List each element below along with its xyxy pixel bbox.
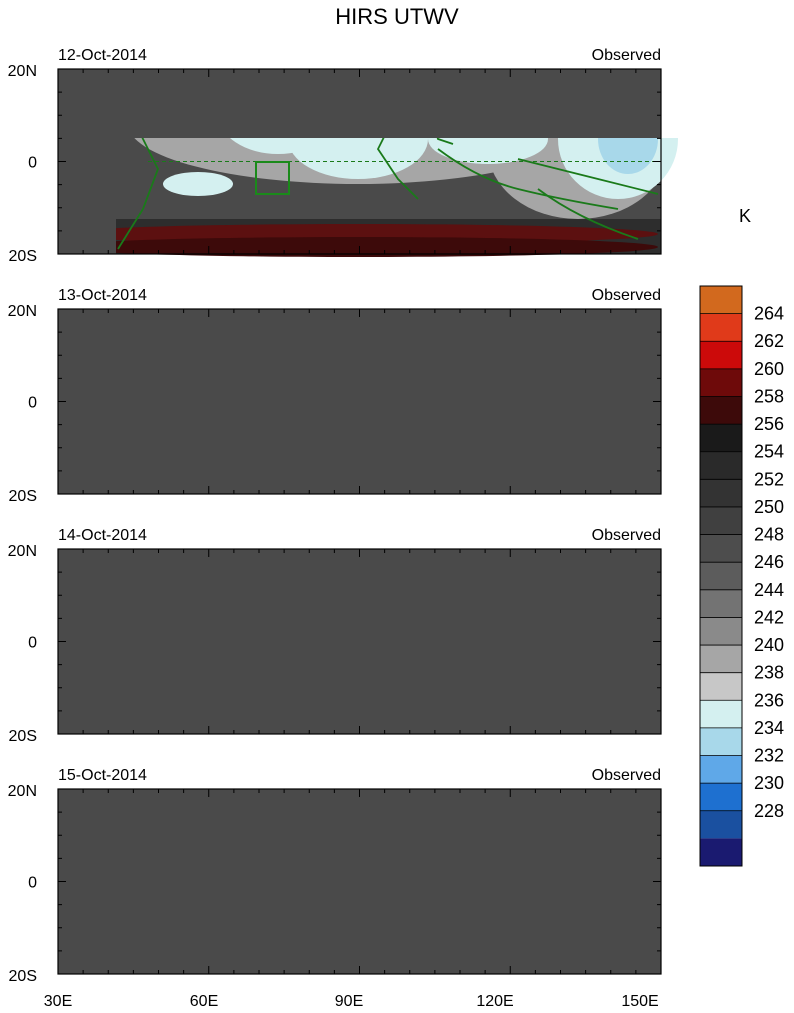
map-panel: 20N 0 20S 13-Oct-2014 Observed	[8, 287, 662, 505]
map-panels: 20N 0 20S 12-Oct-2014 Observed 20N 0 20S 13-Oct-…	[8, 47, 678, 985]
colorbar-level-label: 232	[754, 746, 784, 766]
colorbar-swatch	[700, 838, 742, 866]
lon-tick-label: 30E	[44, 993, 72, 1010]
colorbar-swatch	[700, 783, 742, 811]
colorbar-level-label: 248	[754, 525, 784, 545]
colorbar-swatch	[700, 534, 742, 563]
colorbar-swatch	[700, 313, 742, 342]
colorbar-swatch	[700, 727, 742, 756]
colorbar-level-label: 252	[754, 469, 784, 489]
colorbar-swatch	[700, 700, 742, 728]
panel-label: Observed	[592, 767, 661, 784]
coastline	[437, 148, 619, 210]
panel-date: 12-Oct-2014	[58, 47, 147, 64]
colorbar-swatch	[700, 341, 742, 369]
colorbar-level-label: 256	[754, 414, 784, 434]
colorbar-swatch	[700, 368, 742, 397]
colorbar-level-label: 254	[754, 442, 784, 462]
colorbar-swatch	[700, 506, 742, 535]
colorbar-swatch	[700, 589, 742, 618]
coastline	[436, 138, 454, 145]
colorbar-level-label: 242	[754, 607, 784, 627]
lat-tick-label: 20S	[9, 248, 37, 265]
colorbar: 264 262 260 258 256 254 252 250 248 246 244 242 240 2…	[699, 285, 784, 867]
map-panel: 20N 0 20S 14-Oct-2014 Observed	[8, 527, 662, 745]
colorbar-swatch	[700, 396, 742, 425]
coastline	[117, 138, 159, 250]
panel-date: 15-Oct-2014	[58, 767, 147, 784]
panel-label: Observed	[592, 287, 661, 304]
colorbar-swatch	[700, 810, 742, 839]
panel-date: 14-Oct-2014	[58, 527, 147, 544]
longitude-axis-labels: 30E 60E 90E 120E 150E	[44, 993, 659, 1010]
coastline	[517, 158, 659, 195]
colorbar-level-label: 246	[754, 552, 784, 572]
lat-tick-label: 20S	[9, 488, 37, 505]
colorbar-level-label: 262	[754, 331, 784, 351]
lat-tick-label: 0	[28, 395, 37, 412]
panel-background	[58, 789, 661, 974]
colorbar-level-label: 230	[754, 773, 784, 793]
colorbar-level-label: 244	[754, 580, 784, 600]
study-region-box	[255, 161, 290, 195]
panel-label: Observed	[592, 47, 661, 64]
colorbar-level-label: 250	[754, 497, 784, 517]
colorbar-swatch	[700, 451, 742, 480]
panel-date: 13-Oct-2014	[58, 287, 147, 304]
lat-tick-label: 0	[28, 155, 37, 172]
colorbar-level-label: 238	[754, 663, 784, 683]
colorbar-swatch	[700, 755, 742, 784]
colorbar-swatch	[700, 645, 742, 673]
colorbar-swatch	[700, 424, 742, 452]
panel-label: Observed	[592, 527, 661, 544]
lon-tick-label: 60E	[190, 993, 218, 1010]
colorbar-swatch	[700, 479, 742, 507]
panel-background	[58, 309, 661, 494]
lat-tick-label: 20N	[8, 303, 37, 320]
map-panel: 20N 0 20S 15-Oct-2014 Observed	[8, 767, 662, 985]
lon-tick-label: 150E	[621, 993, 658, 1010]
colorbar-swatch	[700, 617, 742, 646]
lat-tick-label: 20N	[8, 63, 37, 80]
map-panel: 20N 0 20S 12-Oct-2014 Observed	[8, 47, 678, 265]
lon-tick-label: 120E	[476, 993, 513, 1010]
colorbar-level-label: 260	[754, 359, 784, 379]
units-label: K	[739, 206, 751, 226]
coastline	[376, 138, 419, 200]
colorbar-level-label: 258	[754, 386, 784, 406]
lon-tick-label: 90E	[335, 993, 363, 1010]
coastline	[537, 188, 639, 240]
colorbar-level-label: 228	[754, 801, 784, 821]
colorbar-level-label: 234	[754, 718, 784, 738]
lat-tick-label: 0	[28, 875, 37, 892]
panel-background	[58, 549, 661, 734]
lat-tick-label: 20N	[8, 783, 37, 800]
lat-tick-label: 0	[28, 635, 37, 652]
lat-tick-label: 20S	[9, 968, 37, 985]
lat-tick-label: 20N	[8, 543, 37, 560]
lat-tick-label: 20S	[9, 728, 37, 745]
colorbar-level-label: 240	[754, 635, 784, 655]
colorbar-swatch	[700, 286, 742, 314]
figure-title: HIRS UTWV	[335, 4, 459, 29]
colorbar-swatch	[700, 562, 742, 590]
colorbar-level-label: 264	[754, 304, 784, 324]
colorbar-swatch	[700, 672, 742, 701]
colorbar-level-label: 236	[754, 690, 784, 710]
